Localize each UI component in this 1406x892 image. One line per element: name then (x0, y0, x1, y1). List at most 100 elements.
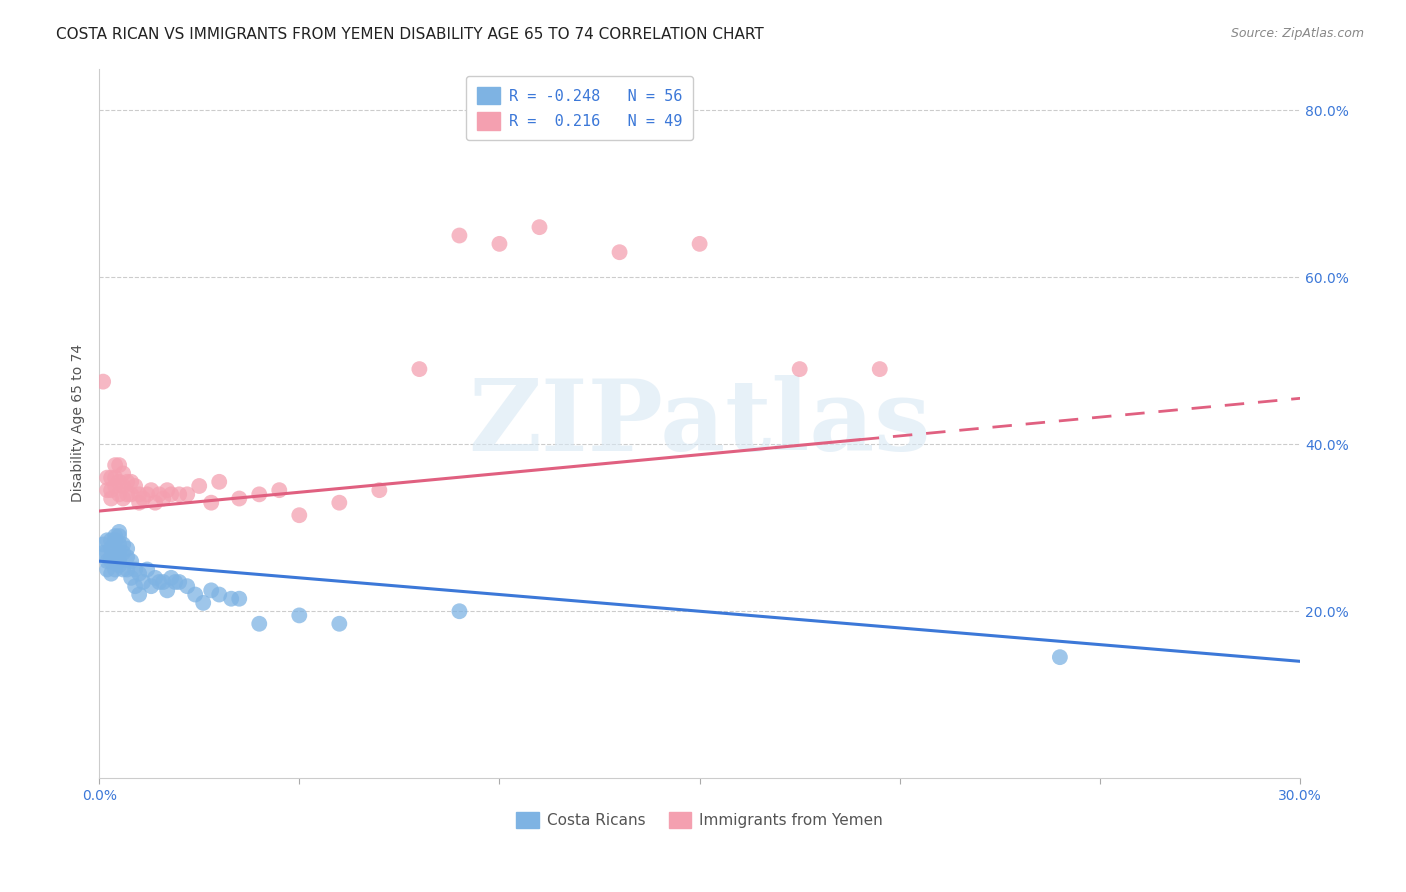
Point (96, 546, 118, 560)
Point (152, 574, 174, 589)
Point (112, 467, 135, 481)
Point (115, 487, 138, 501)
Point (449, 228, 471, 243)
Point (108, 524, 131, 539)
Point (200, 583, 222, 598)
Point (167, 574, 190, 589)
Point (96, 483, 118, 498)
Point (247, 487, 270, 501)
Text: Source: ZipAtlas.com: Source: ZipAtlas.com (1230, 27, 1364, 40)
Point (132, 491, 155, 506)
Point (104, 458, 127, 472)
Point (156, 583, 179, 598)
Point (176, 487, 198, 501)
Point (108, 546, 131, 560)
Point (100, 533, 122, 548)
Point (91, 375, 114, 389)
Point (100, 541, 122, 556)
Point (288, 608, 311, 623)
Point (108, 558, 131, 573)
Point (141, 483, 163, 498)
Point (112, 537, 135, 551)
Point (219, 591, 242, 606)
Point (152, 491, 174, 506)
Point (368, 483, 391, 498)
Point (247, 616, 270, 631)
Point (100, 491, 122, 506)
Point (160, 571, 183, 585)
Point (328, 616, 350, 631)
Point (188, 479, 211, 493)
Point (100, 554, 122, 568)
Point (132, 574, 155, 589)
Point (128, 588, 150, 602)
Point (128, 566, 150, 581)
Point (1049, 650, 1071, 665)
Point (108, 487, 131, 501)
Point (108, 475, 131, 489)
Point (108, 554, 131, 568)
Point (120, 571, 142, 585)
Point (449, 604, 471, 618)
Point (120, 475, 142, 489)
Point (115, 549, 138, 564)
Point (124, 579, 146, 593)
Point (529, 220, 551, 235)
Point (104, 529, 127, 543)
Point (104, 549, 127, 564)
Point (160, 487, 183, 501)
Point (689, 236, 711, 251)
Point (120, 487, 142, 501)
Point (408, 362, 430, 376)
Point (328, 496, 350, 510)
Point (193, 596, 215, 610)
Text: COSTA RICAN VS IMMIGRANTS FROM YEMEN DISABILITY AGE 65 TO 74 CORRELATION CHART: COSTA RICAN VS IMMIGRANTS FROM YEMEN DIS… (56, 27, 763, 42)
Point (156, 483, 179, 498)
Point (869, 362, 891, 376)
Point (143, 571, 166, 585)
Point (789, 362, 811, 376)
Point (108, 529, 131, 543)
Point (96, 562, 118, 576)
Point (200, 496, 222, 510)
Point (141, 579, 163, 593)
Point (100, 566, 122, 581)
Point (609, 245, 631, 260)
Point (184, 588, 207, 602)
Point (96, 470, 118, 484)
Point (167, 487, 190, 501)
Point (104, 479, 127, 493)
Point (128, 496, 150, 510)
Point (165, 574, 187, 589)
Point (136, 562, 159, 576)
Y-axis label: Disability Age 65 to 74: Disability Age 65 to 74 (72, 344, 86, 502)
Point (124, 479, 146, 493)
Legend: Costa Ricans, Immigrants from Yemen: Costa Ricans, Immigrants from Yemen (510, 806, 889, 834)
Point (115, 562, 138, 576)
Point (148, 487, 170, 501)
Point (148, 574, 170, 589)
Point (108, 458, 131, 472)
Point (120, 554, 142, 568)
Point (115, 475, 138, 489)
Point (104, 533, 127, 548)
Point (112, 546, 135, 560)
Point (112, 479, 135, 493)
Point (100, 470, 122, 484)
Text: ZIPatlas: ZIPatlas (468, 375, 931, 472)
Point (228, 491, 250, 506)
Point (91, 546, 114, 560)
Point (288, 508, 311, 523)
Point (100, 549, 122, 564)
Point (100, 483, 122, 498)
Point (128, 487, 150, 501)
Point (104, 470, 127, 484)
Point (269, 483, 291, 498)
Point (112, 491, 135, 506)
Point (208, 588, 231, 602)
Point (112, 562, 135, 576)
Point (96, 533, 118, 548)
Point (136, 487, 159, 501)
Point (228, 591, 250, 606)
Point (176, 579, 198, 593)
